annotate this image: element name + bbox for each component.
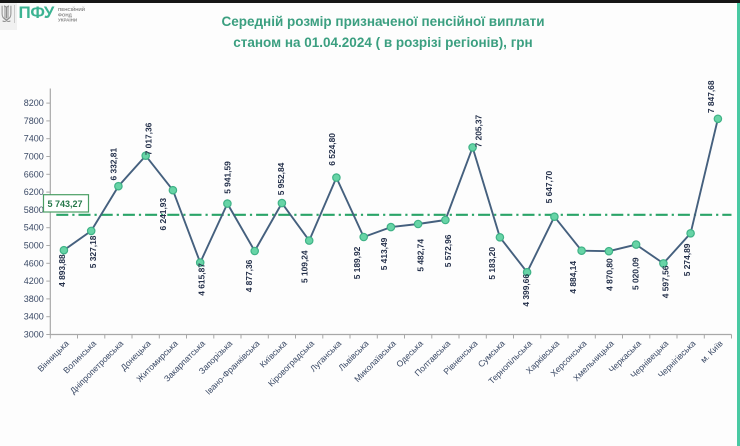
- svg-text:8200: 8200: [24, 98, 44, 108]
- svg-text:6 241,93: 6 241,93: [158, 198, 168, 231]
- svg-text:4200: 4200: [24, 276, 44, 286]
- svg-text:4 615,87: 4 615,87: [196, 263, 206, 296]
- svg-text:5 647,70: 5 647,70: [544, 170, 554, 203]
- svg-text:4 893,88: 4 893,88: [57, 254, 67, 287]
- svg-text:5 482,74: 5 482,74: [416, 239, 426, 272]
- svg-text:4 399,66: 4 399,66: [521, 274, 531, 307]
- svg-text:5 572,96: 5 572,96: [443, 234, 453, 267]
- svg-text:6 524,80: 6 524,80: [327, 133, 337, 166]
- svg-text:7 847,68: 7 847,68: [706, 80, 716, 113]
- svg-text:3800: 3800: [24, 294, 44, 304]
- svg-text:3000: 3000: [24, 330, 44, 340]
- svg-text:3400: 3400: [24, 312, 44, 322]
- svg-text:5800: 5800: [24, 205, 44, 215]
- svg-text:7000: 7000: [24, 152, 44, 162]
- svg-text:4 597,56: 4 597,56: [661, 265, 671, 298]
- svg-text:5 020,09: 5 020,09: [631, 257, 641, 290]
- svg-text:6 332,81: 6 332,81: [108, 148, 118, 181]
- svg-text:4 884,14: 4 884,14: [568, 261, 578, 294]
- svg-text:5 941,59: 5 941,59: [222, 161, 232, 194]
- svg-text:м. Київ: м. Київ: [698, 338, 725, 365]
- svg-text:5400: 5400: [24, 223, 44, 233]
- svg-text:5 952,84: 5 952,84: [276, 162, 286, 195]
- svg-text:5 413,49: 5 413,49: [379, 237, 389, 270]
- svg-text:4 870,80: 4 870,80: [605, 258, 615, 291]
- svg-text:5 327,18: 5 327,18: [88, 235, 98, 268]
- svg-text:7800: 7800: [24, 116, 44, 126]
- svg-text:6200: 6200: [24, 187, 44, 197]
- svg-text:4600: 4600: [24, 258, 44, 268]
- svg-text:5000: 5000: [24, 241, 44, 251]
- svg-text:5 109,24: 5 109,24: [300, 250, 310, 283]
- svg-text:5 189,92: 5 189,92: [352, 246, 362, 279]
- svg-text:7 205,37: 7 205,37: [474, 114, 484, 147]
- svg-text:5 743,27: 5 743,27: [48, 199, 83, 209]
- svg-text:7 017,36: 7 017,36: [144, 122, 154, 155]
- svg-text:5 274,89: 5 274,89: [682, 243, 692, 276]
- svg-text:6600: 6600: [24, 169, 44, 179]
- svg-text:5 183,20: 5 183,20: [487, 247, 497, 280]
- svg-text:4 877,36: 4 877,36: [244, 259, 254, 292]
- svg-text:7400: 7400: [24, 134, 44, 144]
